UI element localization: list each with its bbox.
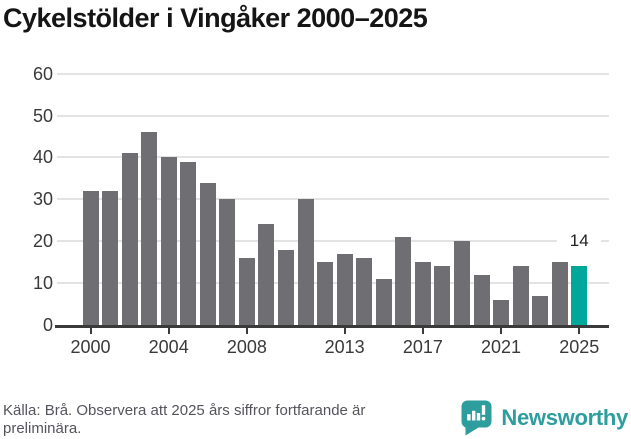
x-tick-2013 — [343, 328, 346, 334]
bar-2015 — [375, 278, 392, 325]
x-tick-2000 — [89, 328, 92, 334]
bar-2010 — [278, 249, 294, 325]
bar-2005 — [180, 161, 197, 325]
gridline-60 — [57, 72, 609, 75]
x-tick-2021 — [500, 328, 503, 334]
bar-2006 — [199, 182, 216, 325]
x-axis-label: 2017 — [402, 337, 443, 357]
source-note: Källa: Brå. Observera att 2025 års siffr… — [3, 402, 366, 437]
x-axis-label: 2013 — [324, 337, 365, 357]
bar-2017 — [414, 262, 431, 325]
bar-2002 — [121, 153, 138, 325]
y-axis-label: 40 — [32, 147, 53, 168]
x-axis-label: 2008 — [226, 337, 267, 357]
bar-2016 — [395, 237, 412, 325]
bar-2018 — [434, 266, 451, 325]
newsworthy-chart-bubble-icon — [461, 400, 492, 436]
x-axis-label: 2004 — [148, 337, 189, 357]
gridline-30 — [57, 198, 609, 201]
gridline-20 — [57, 240, 609, 243]
x-tick-2004 — [167, 328, 170, 334]
bar-2023 — [532, 295, 549, 325]
page-title: Cykelstölder i Vingåker 2000–2025 — [3, 3, 428, 33]
bar-2009 — [258, 224, 275, 325]
bar-2014 — [356, 257, 373, 325]
y-axis-label: 30 — [32, 189, 53, 210]
value-annotation-2025: 14 — [557, 231, 602, 252]
x-tick-2017 — [421, 328, 424, 334]
y-axis-label: 60 — [32, 63, 53, 84]
x-axis-line — [55, 325, 609, 328]
gridline-40 — [57, 156, 609, 159]
y-axis-label: 0 — [42, 315, 53, 335]
bar-2024 — [551, 262, 568, 325]
bar-2025-highlighted — [571, 266, 588, 325]
x-axis-label: 2000 — [70, 337, 111, 357]
bar-2003 — [141, 132, 158, 325]
y-axis-label: 50 — [32, 105, 53, 126]
bar-2020 — [473, 274, 490, 325]
x-tick-2008 — [245, 328, 248, 334]
bar-2021 — [493, 299, 510, 325]
bar-2013 — [336, 253, 353, 325]
gridline-50 — [57, 114, 609, 117]
bar-2008 — [238, 257, 255, 325]
y-axis-label: 20 — [32, 231, 53, 252]
bar-2007 — [219, 199, 236, 325]
x-axis-label: 2021 — [481, 337, 522, 357]
bar-2000 — [82, 190, 99, 325]
bar-2011 — [297, 199, 314, 325]
bar-2022 — [512, 266, 529, 325]
bar-2001 — [102, 190, 119, 325]
newsworthy-logo-text: Newsworthy — [501, 405, 628, 430]
bar-2012 — [317, 262, 334, 325]
x-tick-2025 — [578, 328, 581, 334]
bar-2019 — [453, 241, 470, 325]
x-axis-label: 2025 — [559, 337, 600, 357]
bar-2004 — [160, 157, 177, 325]
y-axis-label: 10 — [32, 273, 53, 294]
bar-chart: 14 0 10 20 30 40 50 60 2000 2004 2008 2013 2017 2021… — [32, 63, 609, 357]
newsworthy-logo: Newsworthy — [461, 400, 628, 436]
